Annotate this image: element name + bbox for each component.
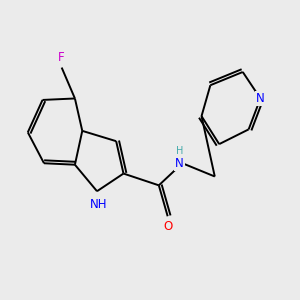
Text: F: F — [58, 51, 65, 64]
Text: H: H — [176, 146, 183, 157]
Text: NH: NH — [90, 198, 107, 211]
Text: N: N — [256, 92, 265, 105]
Text: N: N — [175, 157, 184, 170]
Text: O: O — [163, 220, 172, 233]
